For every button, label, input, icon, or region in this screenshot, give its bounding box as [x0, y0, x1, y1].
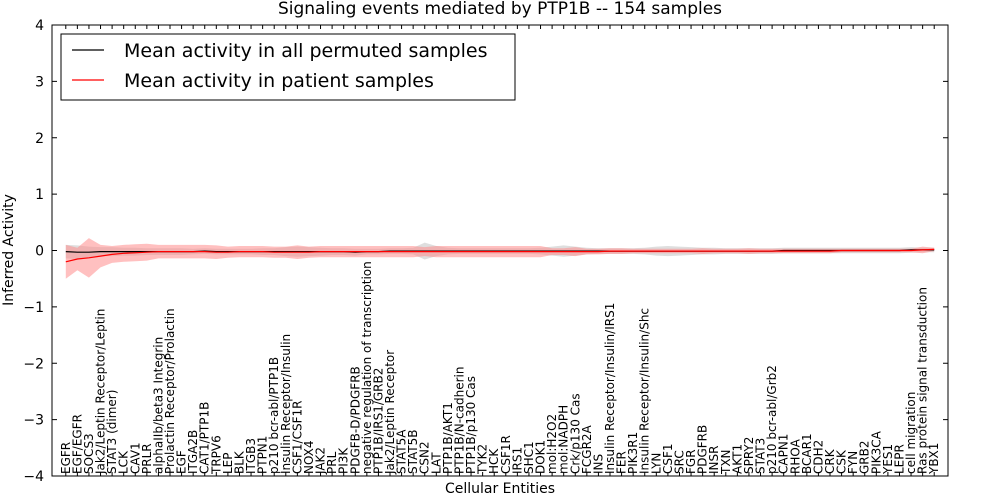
x-tick-label: TRPV6 — [209, 435, 223, 475]
x-tick-label: PTPN1 — [256, 436, 270, 474]
x-tick-label: BCAR1 — [800, 433, 814, 474]
x-tick-label: STAT5A — [395, 429, 409, 474]
x-tick-label: IRS1 — [510, 447, 524, 474]
x-tick-label: PDGFRB — [696, 425, 710, 474]
x-tick-label: CSF1 — [661, 443, 675, 474]
x-tick-label: mol:H2O2 — [545, 414, 559, 474]
x-tick-label: GRB2 — [858, 440, 872, 474]
x-tick-label: p210 bcr-abl/Grb2 — [765, 365, 779, 474]
x-tick-label: CSK — [835, 449, 849, 474]
x-tick-label: STAT3 (dimer) — [105, 390, 119, 474]
x-tick-label: SHC1 — [522, 441, 536, 474]
x-tick-label: YES1 — [881, 444, 895, 475]
x-tick-label: PIK3CA — [869, 430, 883, 474]
y-tick-label: −2 — [23, 356, 44, 372]
x-tick-label: Jak2/Leptin Receptor/Leptin — [94, 309, 108, 475]
y-tick-label: 0 — [35, 244, 44, 260]
x-tick-label: RHOA — [788, 438, 802, 474]
x-tick-label: EGF/EGFR — [70, 414, 84, 474]
x-tick-label: PTP1B/p130 Cas — [464, 376, 478, 474]
x-tick-label: Ras protein signal transduction — [916, 287, 930, 474]
x-tick-label: SOCS3 — [82, 433, 96, 474]
x-tick-label: LEPR — [893, 444, 907, 474]
x-tick-label: CDH2 — [811, 440, 825, 474]
chart-title: Signaling events mediated by PTP1B -- 15… — [278, 0, 722, 19]
x-tick-label: FER — [615, 451, 629, 474]
x-tick-label: TXN — [719, 449, 733, 475]
y-tick-label: 3 — [35, 74, 44, 90]
x-tick-label: PIK3R1 — [626, 432, 640, 474]
x-tick-label: INSR — [707, 446, 721, 474]
legend-label: Mean activity in patient samples — [124, 70, 434, 92]
x-tick-label: CAT1/PTP1B — [198, 402, 212, 474]
band-patient — [65, 238, 935, 279]
y-tick-label: 4 — [35, 18, 44, 34]
y-tick-label: −1 — [23, 300, 44, 316]
y-tick-label: −3 — [23, 413, 44, 429]
y-tick-label: 1 — [35, 187, 44, 203]
x-tick-label: PRLR — [140, 443, 154, 474]
x-tick-label: LEP — [221, 452, 235, 474]
x-tick-label: PDGFB-D/PDGFRB — [348, 366, 362, 474]
x-tick-label: LYN — [649, 453, 663, 474]
x-tick-label: CAPN1 — [777, 434, 791, 474]
x-tick-label: Insulin Receptor/Insulin/Shc — [638, 308, 652, 474]
y-tick-label: −4 — [23, 469, 44, 485]
x-tick-label: p210 bcr-abl/PTP1B — [267, 357, 281, 474]
x-tick-label: PTP1B/N-cadherin — [453, 367, 467, 474]
y-tick-label: 2 — [35, 131, 44, 147]
x-tick-label: CSF1/CSF1R — [290, 401, 304, 474]
x-tick-label: YBX1 — [927, 443, 941, 475]
x-tick-label: FGR — [684, 449, 698, 474]
x-tick-label: PTP1B/AKT1 — [441, 402, 455, 474]
x-tick-label: cell migration — [904, 392, 918, 474]
y-axis-label: Inferred Activity — [1, 194, 17, 306]
x-tick-label: PI3K — [337, 447, 351, 474]
x-tick-label: EGFR — [59, 442, 73, 474]
x-axis-label: Cellular Entities — [445, 481, 555, 497]
x-tick-label: Insulin Receptor/Insulin/IRS1 — [603, 303, 617, 474]
x-tick-label: mol:NADPH — [557, 405, 571, 474]
x-tick-label: PRL — [325, 451, 339, 474]
x-tick-label: Crk/p130 Cas — [568, 393, 582, 474]
x-tick-label: CRK — [823, 448, 837, 474]
x-tick-label: DOK1 — [534, 440, 548, 474]
x-tick-label: FYN — [846, 451, 860, 474]
x-tick-label: STAT3 — [754, 438, 768, 474]
legend-label: Mean activity in all permuted samples — [124, 40, 487, 62]
x-tick-label: CAV1 — [128, 442, 142, 474]
x-tick-label: LAT — [429, 452, 443, 474]
x-tick-label: SRC — [673, 450, 687, 474]
x-tick-label: STAT5B — [406, 430, 420, 475]
x-tick-label: Prolactin Receptor/Prolactin — [163, 308, 177, 474]
x-tick-label: EGF — [175, 450, 189, 474]
x-tick-label: CSN2 — [418, 441, 432, 474]
x-tick-label: Insulin Receptor/Insulin — [279, 334, 293, 474]
x-tick-label: BLK — [233, 450, 247, 474]
x-tick-label: JAK2 — [314, 447, 328, 475]
legend-box — [60, 33, 516, 101]
x-tick-label: ITGB3 — [244, 438, 258, 474]
x-tick-label: HCK — [487, 448, 501, 474]
x-tick-label: negative regulation of transcription — [360, 261, 374, 474]
legend: Mean activity in all permuted samples Mea… — [60, 33, 516, 101]
x-tick-label: INS — [591, 454, 605, 474]
x-tick-label: LCK — [117, 450, 131, 474]
x-tick-label: PTP1B/IRS1/GRB2 — [371, 368, 385, 474]
x-tick-label: NOX4 — [302, 440, 316, 474]
x-tick-label: TYK2 — [476, 444, 490, 475]
x-tick-label: CSF1R — [499, 435, 513, 474]
x-tick-label: ITGA2B — [186, 430, 200, 474]
x-tick-label: FCGR2A — [580, 424, 594, 474]
series-line-patient — [65, 248, 935, 263]
x-tick-label: alphaIIb/beta3 Integrin — [151, 337, 165, 474]
x-tick-label: SPRY2 — [742, 437, 756, 474]
x-tick-label: Jak2/Leptin Receptor — [383, 350, 397, 475]
x-tick-label: AKT1 — [730, 444, 744, 474]
